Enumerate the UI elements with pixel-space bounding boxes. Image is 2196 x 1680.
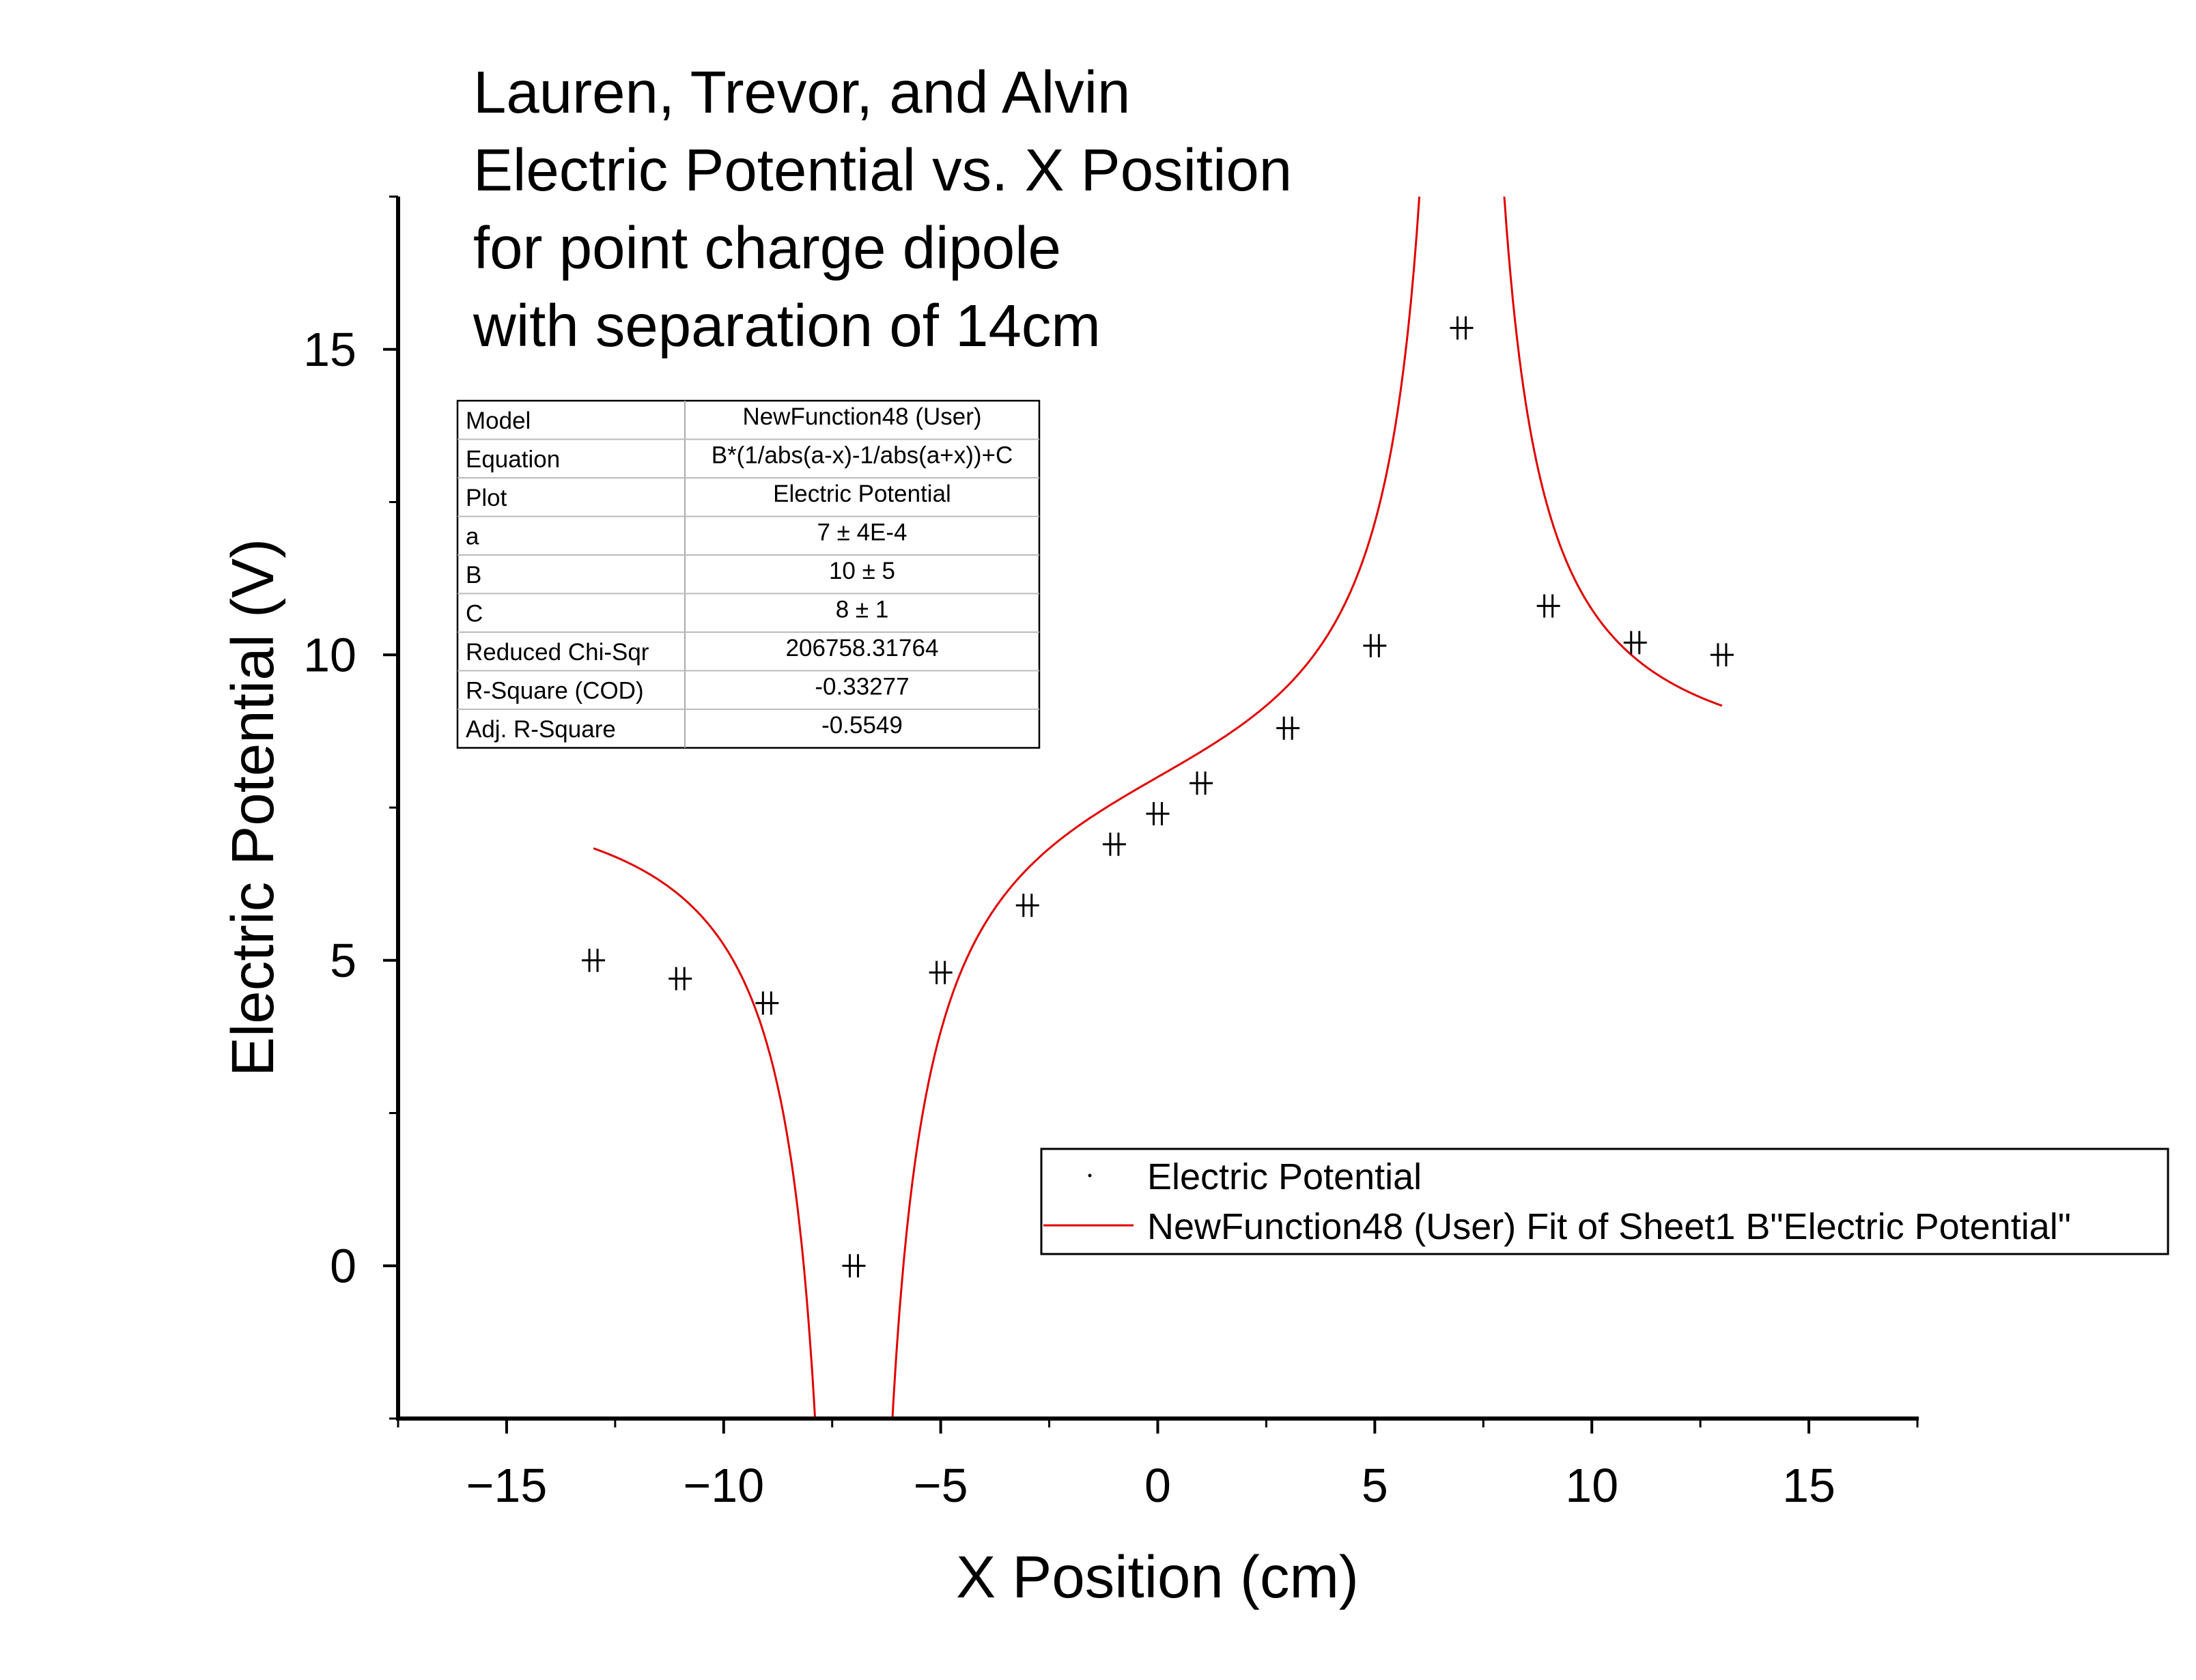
- stats-row-label: B: [466, 562, 481, 588]
- stats-row-value: B*(1/abs(a-x)-1/abs(a+x))+C: [712, 442, 1013, 469]
- stats-row-value: -0.5549: [821, 712, 903, 739]
- data-point: [582, 948, 606, 972]
- data-point: [1710, 643, 1734, 667]
- stats-row-value: 7 ± 4E-4: [817, 519, 907, 546]
- data-point: [1102, 832, 1126, 856]
- y-tick-label: 10: [303, 628, 356, 681]
- stats-row-label: a: [466, 524, 479, 550]
- data-point: [1146, 801, 1170, 825]
- stats-row-label: Plot: [466, 485, 507, 511]
- y-tick-label: 15: [303, 323, 356, 376]
- data-point: [929, 960, 953, 984]
- data-point: [1276, 716, 1300, 740]
- stats-row-label: C: [466, 601, 483, 627]
- y-tick-label: 0: [330, 1239, 356, 1292]
- y-tick-label: 5: [330, 934, 356, 987]
- stats-row-value: 206758.31764: [786, 635, 939, 661]
- fit-curve-layer: [593, 197, 1723, 1419]
- chart-title: Lauren, Trevor, and Alvin Electric Poten…: [473, 59, 1292, 359]
- stats-row-label: Equation: [466, 446, 560, 473]
- data-point: [755, 991, 779, 1015]
- x-tick-label: −10: [683, 1459, 764, 1512]
- data-point: [1536, 594, 1560, 618]
- title-line-2: Electric Potential vs. X Position: [473, 137, 1292, 203]
- scatter-points: [582, 316, 1734, 1278]
- legend-box: [1040, 1148, 2169, 1255]
- x-tick-label: −15: [466, 1459, 548, 1512]
- stats-row-label: Model: [466, 408, 531, 434]
- stats-table-border: [456, 399, 1041, 749]
- title-line-3: for point charge dipole: [473, 215, 1061, 281]
- x-tick-label: 10: [1565, 1459, 1618, 1512]
- stats-row-value: -0.33277: [815, 674, 909, 700]
- data-point: [842, 1254, 866, 1278]
- stats-row-value: 10 ± 5: [829, 558, 895, 584]
- fit-curve-segment: [1503, 197, 1723, 707]
- stats-row-value: Electric Potential: [773, 481, 951, 507]
- legend-label-fit: NewFunction48 (User) Fit of Sheet1 B"Ele…: [1147, 1206, 2071, 1247]
- stats-row-value: NewFunction48 (User): [742, 403, 981, 430]
- title-line-1: Lauren, Trevor, and Alvin: [473, 59, 1130, 126]
- fit-curve-segment: [891, 197, 1421, 1419]
- stats-row-label: R-Square (COD): [466, 678, 644, 704]
- data-point: [1363, 633, 1387, 657]
- data-point: [1190, 771, 1213, 795]
- data-point: [1450, 316, 1474, 340]
- data-point: [1623, 631, 1647, 655]
- stats-row-label: Adj. R-Square: [466, 716, 616, 743]
- fit-curve-segment: [593, 847, 817, 1419]
- data-point: [668, 967, 692, 991]
- legend-label-points: Electric Potential: [1147, 1156, 1422, 1197]
- legend-marker-points: [1088, 1173, 1092, 1178]
- fit-stats-table: Model NewFunction48 (User) Equation B*(1/ab…: [456, 399, 1041, 749]
- y-axis-title: Electric Potential (V): [220, 539, 286, 1077]
- data-point: [1015, 894, 1039, 917]
- stats-row-value: 8 ± 1: [836, 597, 889, 623]
- x-tick-label: −5: [914, 1459, 968, 1512]
- y-ticks: 0 5 10 15: [303, 195, 398, 1420]
- title-line-4: with separation of 14cm: [473, 293, 1101, 359]
- x-tick-label: 5: [1362, 1459, 1388, 1512]
- x-tick-label: 15: [1782, 1459, 1835, 1512]
- legend: Electric Potential NewFunction48 (User) …: [1040, 1148, 2169, 1255]
- x-axis-title: X Position (cm): [956, 1544, 1359, 1610]
- stats-row-label: Reduced Chi-Sqr: [466, 639, 649, 666]
- x-ticks: −15 −10 −5 0 5 10 15: [397, 1419, 1919, 1512]
- x-tick-label: 0: [1144, 1459, 1171, 1512]
